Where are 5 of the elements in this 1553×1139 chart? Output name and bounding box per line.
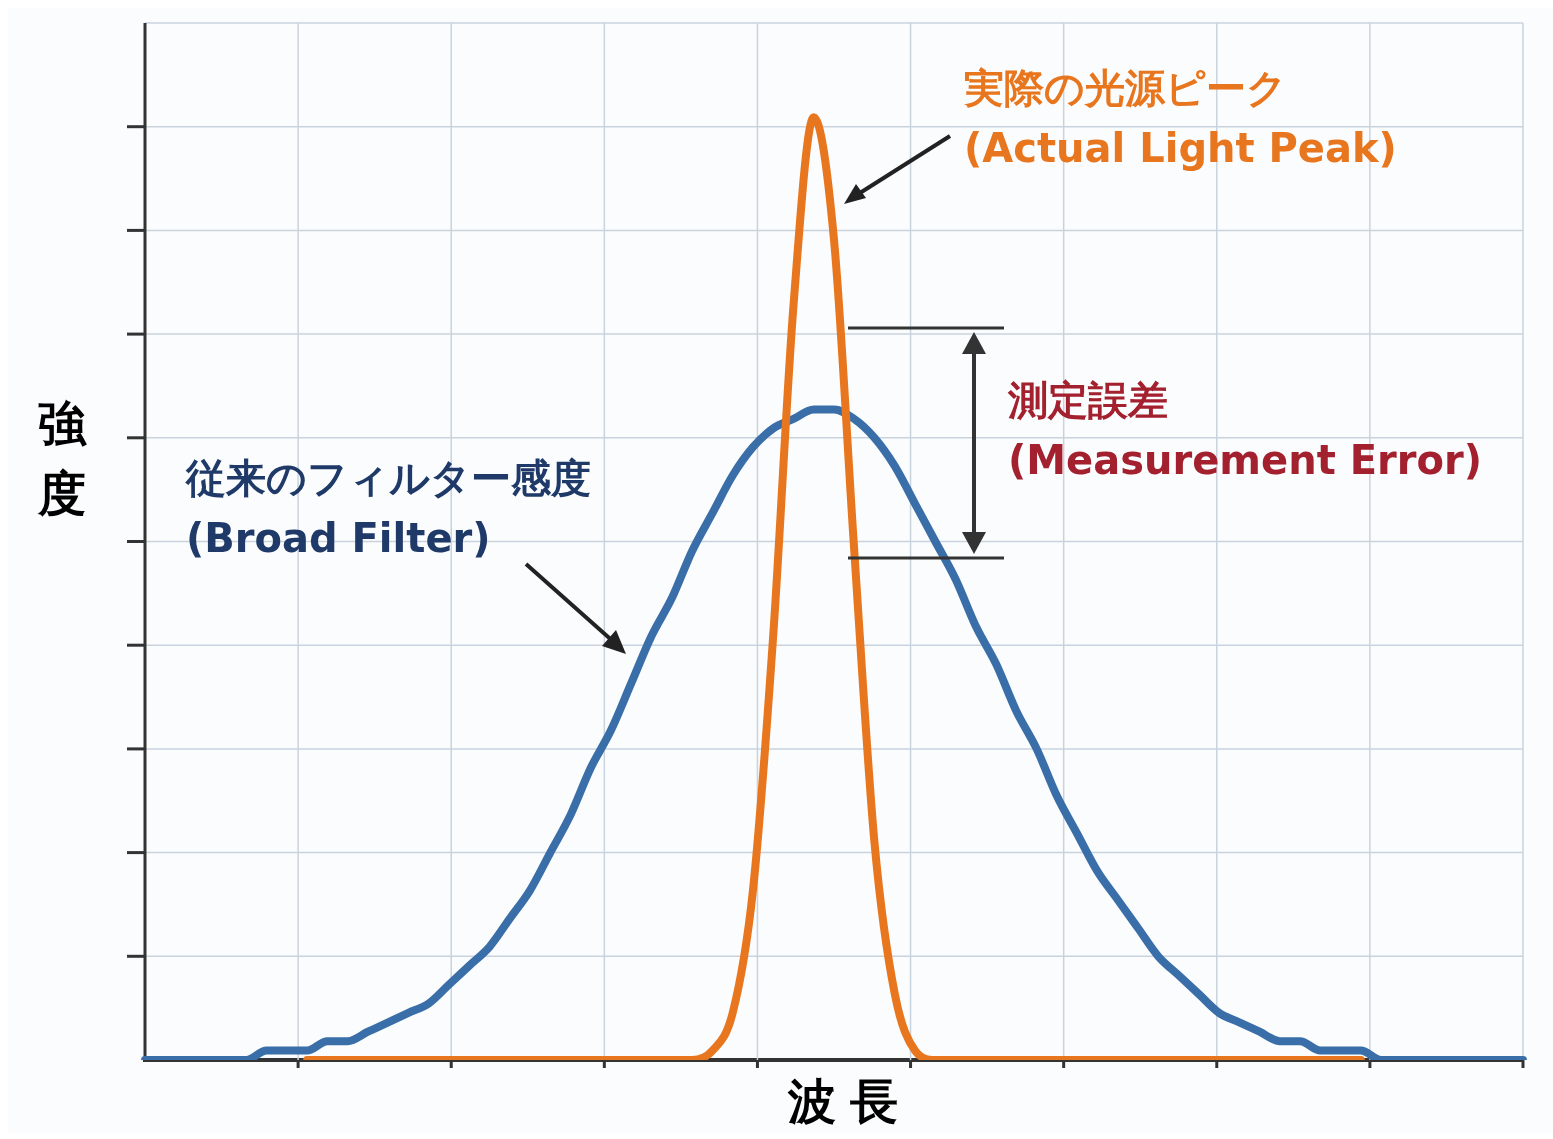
text: 従来のフィルター感度 (Broad Filter)	[186, 454, 591, 563]
x-axis-title: 波長	[788, 1072, 912, 1131]
y-axis-title: 強度	[38, 394, 88, 523]
text: 実際の光源ピーク (Actual Light Peak)	[964, 64, 1397, 173]
annotation: 測定誤差 (Measurement Error)	[1008, 376, 1482, 485]
